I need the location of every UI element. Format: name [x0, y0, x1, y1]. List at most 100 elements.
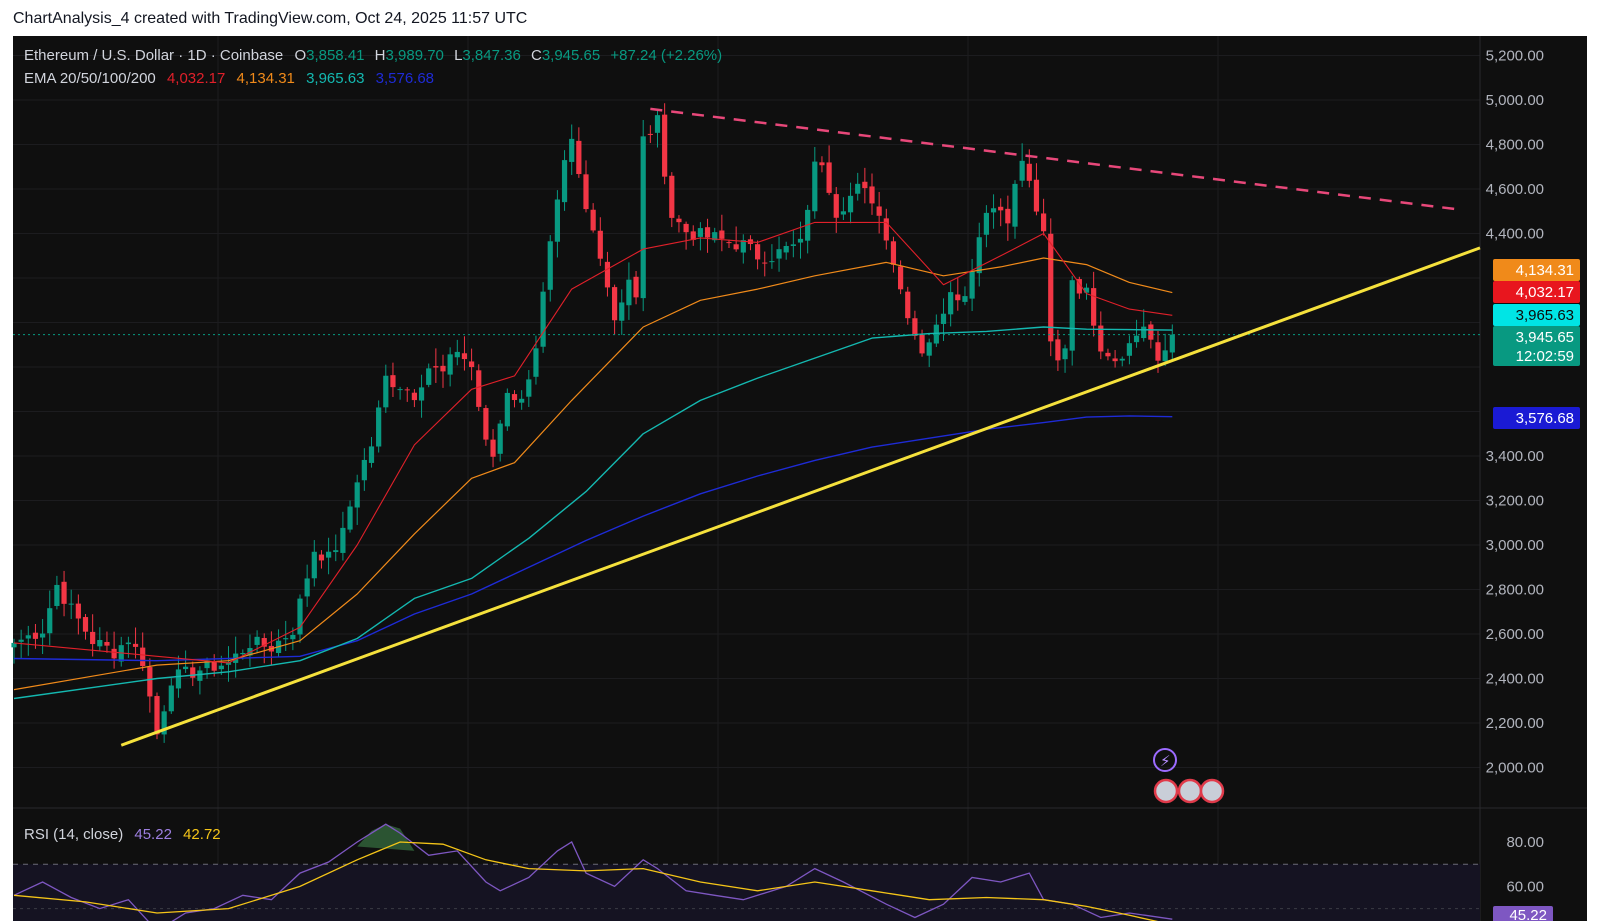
candle-body[interactable] [283, 638, 289, 640]
candle-body[interactable] [75, 603, 81, 619]
candle-body[interactable] [733, 244, 739, 250]
candle-body[interactable] [197, 670, 203, 681]
candle-body[interactable] [762, 262, 768, 264]
candle-body[interactable] [454, 351, 460, 358]
candle-body[interactable] [855, 183, 861, 194]
candle-body[interactable] [125, 642, 131, 645]
candle-body[interactable] [190, 667, 196, 678]
candle-body[interactable] [404, 389, 410, 391]
candle-body[interactable] [318, 554, 325, 561]
candle-body[interactable] [1048, 233, 1054, 342]
candle-body[interactable] [933, 324, 939, 344]
candle-body[interactable] [183, 666, 189, 670]
candle-body[interactable] [240, 652, 246, 655]
candle-body[interactable] [168, 685, 174, 712]
candle-body[interactable] [497, 423, 503, 454]
candle-body[interactable] [990, 208, 997, 213]
candle-body[interactable] [683, 223, 689, 233]
candle-body[interactable] [326, 551, 332, 558]
candle-body[interactable] [261, 638, 267, 647]
candle-body[interactable] [511, 394, 518, 401]
candle-body[interactable] [697, 228, 703, 237]
candle-body[interactable] [1026, 163, 1032, 181]
candle-body[interactable] [376, 407, 382, 447]
candle-body[interactable] [90, 631, 96, 645]
resistance-trendline[interactable] [650, 107, 1456, 211]
candle-body[interactable] [304, 578, 310, 597]
candle-body[interactable] [1083, 287, 1090, 293]
candle-body[interactable] [1105, 352, 1111, 357]
candle-body[interactable] [461, 353, 468, 360]
candle-body[interactable] [311, 551, 317, 579]
candle-body[interactable] [11, 642, 17, 648]
candle-body[interactable] [1126, 343, 1132, 356]
candle-body[interactable] [840, 211, 846, 215]
candle-body[interactable] [204, 660, 210, 669]
candle-body[interactable] [669, 175, 675, 218]
candle-body[interactable] [633, 276, 639, 298]
support-trendline[interactable] [120, 246, 1481, 747]
candle-body[interactable] [1112, 358, 1118, 362]
candle-body[interactable] [597, 230, 603, 259]
candle-body[interactable] [604, 261, 611, 288]
candle-body[interactable] [776, 249, 782, 259]
candle-body[interactable] [390, 375, 396, 388]
candle-body[interactable] [1169, 334, 1175, 353]
candle-body[interactable] [876, 206, 882, 216]
candle-body[interactable] [469, 361, 475, 368]
candle-body[interactable] [1141, 326, 1147, 339]
candle-body[interactable] [647, 133, 653, 135]
us-flag-icon[interactable] [1199, 778, 1225, 804]
candle-body[interactable] [476, 370, 482, 407]
candle-body[interactable] [1148, 324, 1154, 340]
candle-body[interactable] [32, 632, 39, 639]
lightning-icon[interactable] [1153, 748, 1177, 772]
candle-body[interactable] [912, 318, 918, 336]
candle-body[interactable] [54, 584, 60, 606]
candle-body[interactable] [576, 140, 582, 175]
candle-body[interactable] [1098, 325, 1104, 352]
candle-body[interactable] [833, 194, 839, 218]
candle-body[interactable] [969, 271, 975, 299]
candle-body[interactable] [25, 635, 31, 639]
candle-body[interactable] [104, 642, 110, 646]
candle-body[interactable] [254, 636, 260, 645]
candle-body[interactable] [411, 392, 417, 401]
candle-body[interactable] [955, 294, 961, 301]
candle-body[interactable] [540, 291, 546, 347]
candle-body[interactable] [583, 174, 589, 210]
candle-body[interactable] [819, 162, 825, 166]
candle-body[interactable] [983, 212, 989, 235]
candle-body[interactable] [225, 662, 232, 665]
us-flag-icon[interactable] [1153, 778, 1179, 804]
candle-body[interactable] [490, 439, 496, 457]
candle-body[interactable] [1012, 183, 1018, 227]
candle-body[interactable] [1162, 350, 1168, 362]
candle-body[interactable] [883, 218, 889, 241]
candle-body[interactable] [1119, 358, 1125, 361]
candle-body[interactable] [519, 398, 525, 403]
candle-body[interactable] [619, 302, 625, 321]
candle-body[interactable] [82, 617, 89, 632]
candle-body[interactable] [132, 643, 139, 647]
candle-body[interactable] [526, 379, 532, 397]
candle-body[interactable] [905, 291, 911, 319]
candle-body[interactable] [690, 231, 696, 240]
candle-body[interactable] [554, 199, 560, 242]
candle-body[interactable] [812, 161, 818, 212]
candle-body[interactable] [504, 392, 510, 427]
candle-body[interactable] [354, 482, 360, 508]
candle-body[interactable] [161, 711, 167, 735]
candle-body[interactable] [533, 348, 539, 377]
candle-body[interactable] [962, 296, 968, 302]
candle-body[interactable] [211, 661, 217, 671]
candle-body[interactable] [998, 206, 1004, 211]
candle-body[interactable] [898, 266, 904, 290]
candle-body[interactable] [726, 242, 732, 244]
candle-body[interactable] [790, 244, 796, 246]
candle-body[interactable] [47, 608, 53, 634]
candle-body[interactable] [547, 241, 553, 290]
candle-body[interactable] [1033, 179, 1040, 212]
candle-body[interactable] [640, 136, 646, 299]
candle-body[interactable] [418, 387, 425, 401]
